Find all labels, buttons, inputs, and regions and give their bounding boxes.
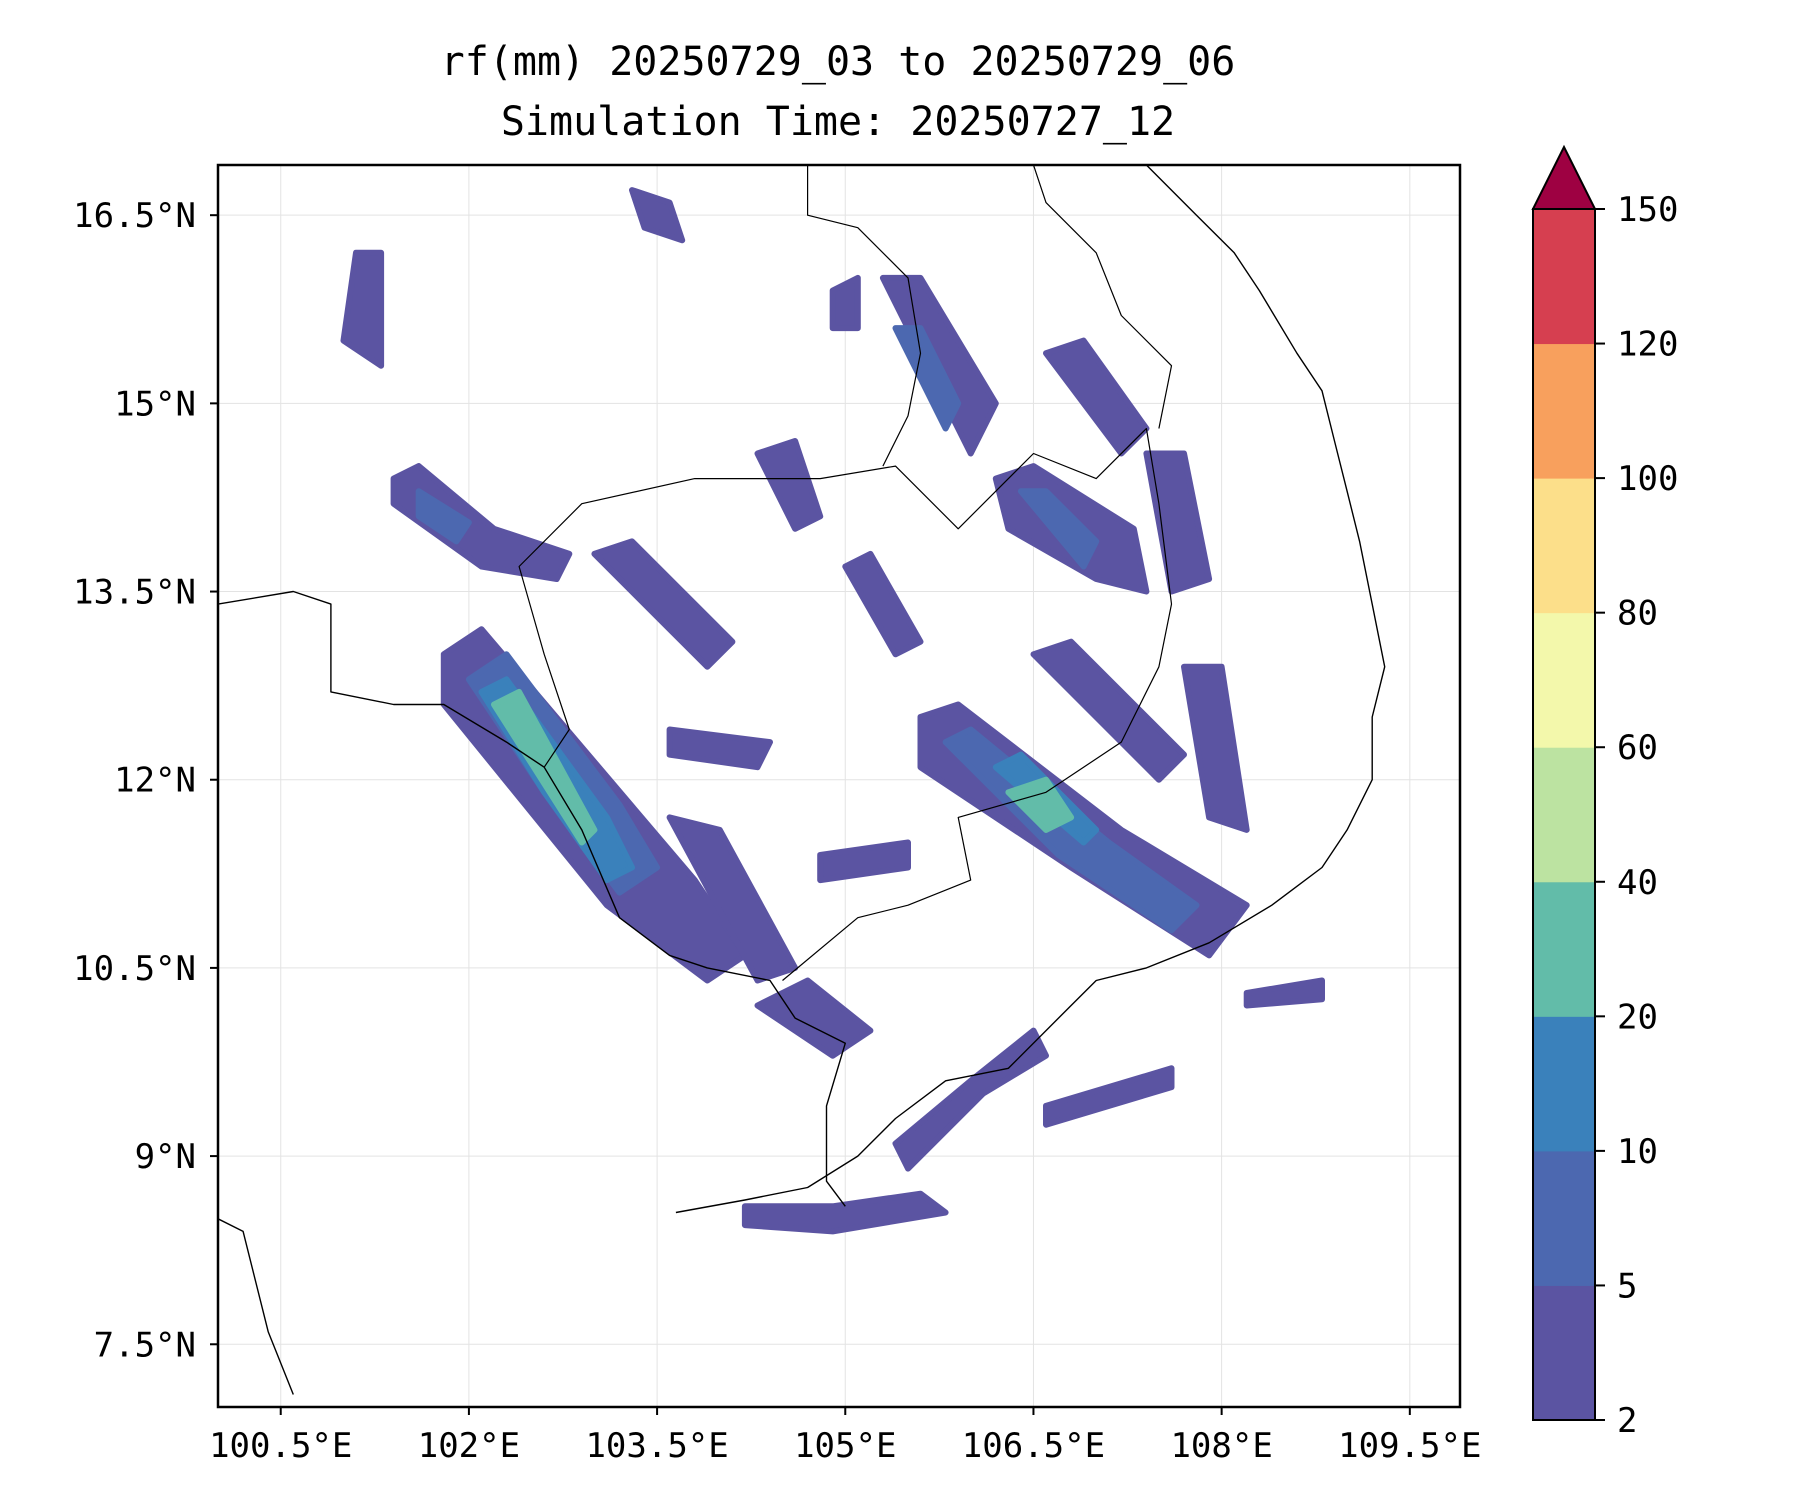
coastline [218,590,846,1207]
colorbar-segment [1533,1150,1595,1286]
lat-tick-label: 16.5°N [73,196,196,236]
rain-band [842,550,924,658]
rain-band [1243,977,1325,1009]
rain-band [666,814,799,984]
rain-band [1005,776,1075,833]
colorbar-tick-label: 5 [1617,1266,1637,1306]
rain-band [415,488,472,545]
rain-band [892,325,962,432]
lon-tick-label: 100.5°E [209,1426,352,1466]
colorbar-tick-label: 120 [1617,325,1678,365]
lat-tick-label: 7.5°N [94,1325,196,1365]
colorbar-segment [1533,478,1595,614]
colorbar-segment [1533,612,1595,748]
rainfall-contours [340,187,1325,1235]
colorbar-tick-label: 80 [1617,594,1658,634]
rain-band [1043,1065,1175,1128]
rain-band [1181,663,1250,833]
rain-band [892,1027,1049,1172]
lat-tick-label: 10.5°N [73,949,196,989]
rain-band [390,463,573,582]
lon-tick-label: 106.5°E [962,1426,1105,1466]
colorbar-tick-label: 60 [1617,728,1658,768]
map-subtitle: Simulation Time: 20250727_12 [500,99,1176,145]
colorbar-segment [1533,343,1595,479]
lat-tick-label: 12°N [114,761,196,801]
rain-band [1017,488,1100,570]
colorbar-tick-label: 150 [1617,190,1678,230]
rain-band [340,249,385,369]
country-border [1032,165,1173,429]
colorbar-segment [1533,1285,1595,1421]
coastlines-and-borders [218,165,1386,1395]
lat-tick-label: 13.5°N [73,573,196,613]
colorbar-tick-label: 20 [1617,997,1658,1037]
rain-band [829,274,861,332]
colorbar-segment [1533,881,1595,1017]
map-title: rf(mm) 20250729_03 to 20250729_06 [440,39,1236,85]
lat-tick-label: 9°N [135,1137,196,1177]
lat-tick-label: 15°N [114,384,196,424]
rain-band [666,726,773,771]
rain-band [1043,337,1150,457]
colorbar-tick-label: 10 [1617,1132,1658,1172]
axis-ticks: 16.5°N 15°N 13.5°N 12°N 10.5°N 9°N 7.5°N 100.5°… [73,196,1481,1466]
rain-band [629,187,686,244]
country-border [806,165,922,467]
coastline [675,165,1386,1214]
colorbar-tick-label: 100 [1617,459,1678,499]
rain-band [1030,638,1187,783]
colorbar-segment [1533,209,1595,345]
lon-tick-label: 102°E [418,1426,520,1466]
lon-tick-label: 109.5°E [1338,1426,1481,1466]
rain-band [591,538,736,670]
rain-band [1143,450,1213,595]
coastline [218,1218,294,1395]
colorbar: 2 5 10 20 40 60 80 100 120 150 [1531,144,1678,1441]
map-frame [216,163,1462,1409]
colorbar-segment [1533,1016,1595,1152]
lon-tick-label: 108°E [1170,1426,1272,1466]
colorbar-extend-triangle [1531,144,1597,210]
colorbar-frame [1532,208,1596,1421]
lon-tick-label: 105°E [794,1426,896,1466]
lon-tick-label: 103.5°E [585,1426,728,1466]
rain-band [741,1190,949,1235]
rain-band [817,839,911,884]
colorbar-tick-label: 2 [1617,1401,1637,1441]
colorbar-tick-label: 40 [1617,863,1658,903]
colorbar-segment [1533,747,1595,883]
country-border [518,427,1173,981]
rain-band [754,977,874,1059]
rain-band [754,438,824,532]
